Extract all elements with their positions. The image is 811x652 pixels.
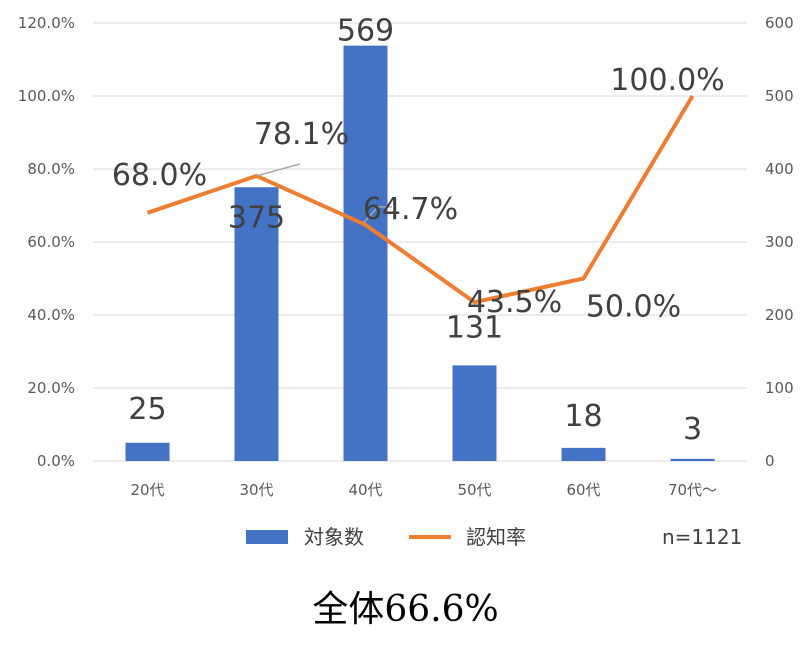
line-path [146,94,695,305]
bar-value-label: 3 [683,412,702,447]
right-axis-tick-label: 100 [765,379,794,397]
leader-line [256,163,301,177]
left-axis-tick-label: 100.0% [18,87,75,105]
bar [452,365,497,461]
bar-value-labels: 25 375 569 131 18 3 [128,14,702,447]
x-axis-tick-label: 20代 [130,481,164,499]
x-axis-tick-label: 60代 [566,481,600,499]
left-axis-tick-label: 120.0% [18,14,75,32]
leader-line [362,206,392,224]
bar-value-label: 131 [446,310,503,345]
x-axis-tick-label: 50代 [457,481,491,499]
line-value-label: 50.0% [586,290,681,325]
left-axis: 0.0% 20.0% 40.0% 60.0% 80.0% 100.0% 120.0% [18,14,75,470]
line-value-label: 100.0% [610,63,724,98]
chart-canvas: 0.0% 20.0% 40.0% 60.0% 80.0% 100.0% 120.0% 0 10… [18,14,794,549]
x-axis-tick-label: 40代 [348,481,382,499]
legend-label-bar: 対象数 [304,525,364,549]
line-value-labels: 68.0% 78.1% 64.7% 43.5% 50.0% 100.0% [112,63,725,325]
right-axis: 0 100 200 300 400 500 600 [765,14,794,470]
legend-label-line: 認知率 [466,525,526,549]
right-axis-tick-label: 300 [765,233,794,251]
bar [561,447,606,461]
line-value-label: 43.5% [467,285,562,320]
right-axis-tick-label: 500 [765,87,794,105]
line-value-label: 68.0% [112,158,207,193]
right-axis-tick-label: 200 [765,306,794,324]
bar-value-label: 25 [128,392,166,427]
x-axis-tick-label: 30代 [239,481,273,499]
sample-size-note: n=1121 [662,525,742,549]
x-axis-tick-label: 70代〜 [668,481,717,499]
left-axis-tick-label: 60.0% [27,233,75,251]
left-axis-tick-label: 40.0% [27,306,75,324]
left-axis-tick-label: 0.0% [37,452,75,470]
right-axis-tick-label: 600 [765,14,794,32]
bar-value-label: 18 [564,399,602,434]
right-axis-tick-label: 400 [765,160,794,178]
bar [125,442,170,461]
legend: 対象数 認知率 n=1121 [246,525,742,549]
x-axis: 20代 30代 40代 50代 60代 70代〜 [130,481,717,499]
bar-value-label: 569 [337,14,394,49]
right-axis-tick-label: 0 [765,452,775,470]
left-axis-tick-label: 80.0% [27,160,75,178]
bar-value-label: 375 [228,200,285,235]
bar-series [125,45,715,461]
overall-rate-footer: 全体66.6% [312,589,499,630]
legend-swatch-bar [246,530,288,544]
bar [234,187,279,461]
line-value-label: 78.1% [254,117,349,152]
gridlines [93,22,747,462]
bar [670,458,715,461]
line-series [146,94,695,305]
left-axis-tick-label: 20.0% [27,379,75,397]
line-value-label: 64.7% [363,192,458,227]
bar [343,45,388,461]
